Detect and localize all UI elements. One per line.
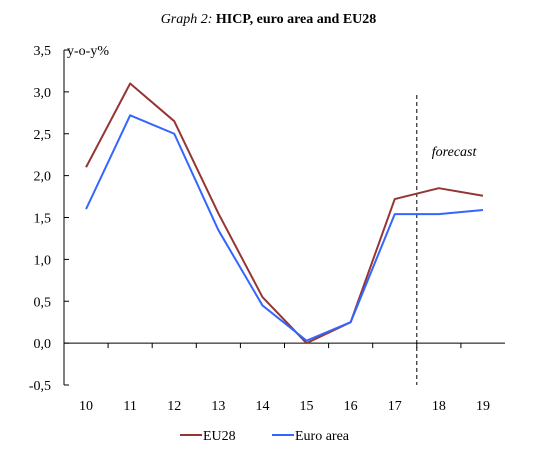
chart-title-prefix: Graph 2: [160, 12, 213, 27]
x-tick-label: 19 [476, 399, 490, 414]
x-tick-label: 12 [167, 399, 181, 414]
y-tick-label: 3,0 [34, 86, 52, 101]
y-axis-label: y-o-y% [67, 44, 109, 59]
x-tick-label: 11 [123, 399, 136, 414]
x-tick-label: 15 [300, 399, 314, 414]
legend-label: Euro area [295, 429, 350, 444]
x-tick-label: 13 [211, 399, 225, 414]
y-tick-label: 0,5 [34, 295, 52, 310]
x-tick-label: 17 [388, 399, 402, 414]
x-tick-label: 16 [344, 399, 358, 414]
y-tick-label: 1,5 [34, 212, 52, 227]
y-tick-label: 2,5 [34, 128, 52, 143]
y-tick-label: 3,5 [34, 44, 52, 59]
legend-label: EU28 [203, 429, 236, 444]
chart-title: Graph 2: HICP, euro area and EU28 [0, 12, 537, 28]
y-tick-label: -0,5 [29, 379, 51, 394]
series-line-euro-area [85, 114, 484, 342]
x-tick-label: 18 [432, 399, 446, 414]
chart-title-main: HICP, euro area and EU28 [215, 12, 377, 27]
y-tick-label: 2,0 [34, 170, 52, 185]
x-tick-label: 10 [79, 399, 93, 414]
x-tick-label: 14 [255, 399, 269, 414]
y-tick-label: 1,0 [34, 253, 52, 268]
series-line-eu28 [85, 82, 484, 345]
forecast-annotation: forecast [432, 145, 478, 160]
y-tick-label: 0,0 [34, 337, 52, 352]
